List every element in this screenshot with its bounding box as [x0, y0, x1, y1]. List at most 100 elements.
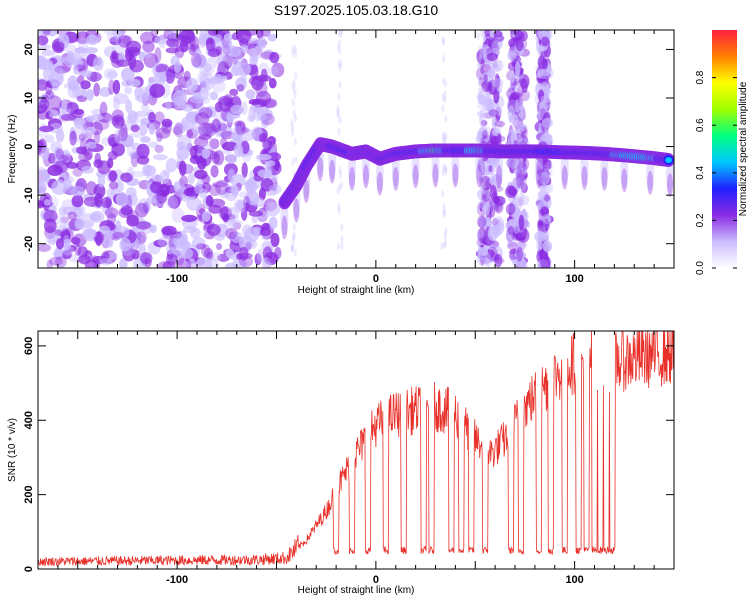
- spectrogram-cell: [441, 163, 445, 172]
- spectrogram-cell: [227, 219, 243, 227]
- spectrogram-cell: [540, 159, 552, 172]
- spectrogram-cell: [38, 180, 47, 195]
- spectrogram-cell: [134, 95, 150, 103]
- spectrogram-cell: [118, 127, 128, 142]
- spectrogram-cell: [444, 165, 448, 174]
- spectrogram-cell: [97, 160, 111, 175]
- spectrogram-cell: [176, 145, 190, 160]
- snr-y-tick-label: 200: [23, 485, 35, 503]
- spectrogram-cell: [509, 80, 514, 94]
- spectrogram-cell: [173, 123, 187, 134]
- spectrogram-cell: [41, 94, 49, 104]
- snr-ticks: -100 0 100 0 200 400 600: [23, 331, 675, 586]
- spectrogram-cell: [72, 168, 83, 177]
- spectrogram-cell: [478, 87, 486, 94]
- spectrogram-cell: [476, 229, 480, 238]
- spectrogram-cell: [120, 133, 134, 147]
- spectrogram-cell: [518, 259, 528, 268]
- spectrogram-cell: [50, 67, 64, 75]
- spectrogram-cell: [193, 92, 202, 100]
- spectrogram-cell: [336, 109, 340, 118]
- spectrogram-cell: [92, 56, 104, 72]
- spectrogram-cell: [76, 75, 85, 85]
- spectrogram-cell: [74, 47, 87, 54]
- spectrogram-cell: [166, 245, 176, 255]
- spectrogram-cell: [230, 104, 245, 115]
- spectrogram-cell: [265, 202, 281, 217]
- spectrogram-cell: [130, 124, 140, 133]
- spectrogram-cell: [543, 194, 551, 202]
- spectrogram-cell: [259, 132, 268, 143]
- spectrogram-cell: [493, 195, 506, 206]
- spectrogram-cell: [260, 178, 274, 192]
- spectrogram-cell: [432, 163, 439, 188]
- spectrogram-cell: [153, 71, 167, 85]
- spectrogram-cell: [483, 74, 488, 83]
- spectrogram-cell: [230, 184, 239, 197]
- spectrogram-cell: [81, 89, 88, 98]
- spectrogram-cell: [201, 211, 211, 222]
- spectrogram-cell: [337, 127, 341, 136]
- snr-series-line: [38, 331, 674, 567]
- spectrogram-cell: [62, 43, 77, 53]
- spectrogram-cell: [48, 196, 59, 209]
- spectrogram-cell: [82, 228, 97, 239]
- colorbar-tick-label: 0.2: [695, 213, 706, 227]
- spectrogram-cell: [127, 110, 138, 124]
- spectrogram-cell: [293, 90, 297, 99]
- spectrogram-cell: [47, 164, 63, 177]
- snr-y-axis-label: SNR (10 * v/v): [7, 418, 18, 482]
- spectrogram-cell: [239, 128, 256, 142]
- spectrogram-cell: [515, 37, 524, 52]
- spectrogram-cell: [186, 130, 194, 139]
- spectrogram-cell: [159, 170, 170, 184]
- spectrogram-cell: [195, 257, 212, 268]
- spectrogram-cell: [248, 106, 256, 123]
- spectrogram-cell: [338, 46, 342, 55]
- spectrogram-cell: [194, 136, 209, 148]
- spectrogram-cell: [581, 165, 588, 190]
- spectrogram-cell: [206, 251, 214, 261]
- spectrogram-cell: [522, 162, 528, 175]
- spectrogram-cell: [261, 99, 276, 108]
- spectrogram-cell: [69, 130, 77, 146]
- spectrogram-cell: [61, 149, 71, 163]
- spectrogram-cell: [254, 253, 262, 266]
- spectrogram-cell: [234, 202, 246, 214]
- spectrogram-cell: [50, 141, 63, 154]
- spectrogram-cell: [51, 179, 68, 195]
- spectrogram-cell: [541, 58, 548, 70]
- spectrogram-cell: [38, 104, 51, 120]
- spectrogram-cell: [179, 175, 189, 188]
- spectrogram-cell: [479, 167, 483, 176]
- spectrogram-cell: [154, 111, 165, 125]
- spectrogram-cell: [241, 162, 248, 178]
- spectrogram-cell: [74, 108, 85, 115]
- spectrogram-cell: [216, 243, 223, 250]
- spectrogram-cell: [115, 116, 125, 127]
- spectrogram-cell: [185, 111, 200, 124]
- spectrogram-cell: [443, 90, 447, 99]
- spectrogram-cell: [477, 91, 481, 100]
- spectrogram-cell: [291, 98, 295, 107]
- spectrogram-cell: [480, 30, 484, 38]
- spectrogram-cell: [442, 76, 446, 85]
- spectrogram-cell: [337, 242, 341, 251]
- spectrogram-cell: [174, 122, 184, 138]
- spectrogram-cell: [292, 86, 296, 95]
- spectrogram-cell: [53, 146, 61, 161]
- spectrogram-cell: [53, 41, 65, 52]
- spectrogram-cell: [93, 82, 101, 97]
- spectrogram-cell: [488, 165, 493, 173]
- spectrogram-cell: [114, 225, 130, 240]
- spectrogram-cell: [86, 89, 95, 101]
- spectrogram-cell: [165, 68, 175, 84]
- spectrogram-cell: [181, 214, 198, 223]
- colorbar-tick-label: 0.6: [695, 118, 706, 132]
- spectrogram-cell: [262, 246, 273, 261]
- spectrogram-cell: [479, 196, 491, 204]
- spectrogram-cell: [103, 67, 118, 80]
- spectrogram-cell: [55, 148, 64, 160]
- spectrogram-cell: [338, 39, 342, 48]
